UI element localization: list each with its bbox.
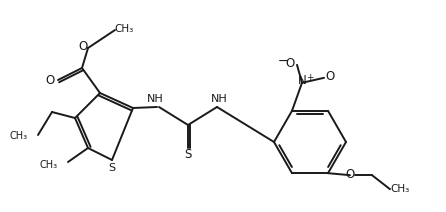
Text: NH: NH [211,94,227,104]
Text: O: O [326,70,334,83]
Text: CH₃: CH₃ [10,131,28,141]
Text: S: S [108,163,116,173]
Text: −: − [278,55,288,68]
Text: O: O [78,39,87,53]
Text: CH₃: CH₃ [40,160,58,170]
Text: O: O [345,168,355,181]
Text: S: S [184,148,192,162]
Text: N: N [297,74,306,87]
Text: +: + [306,73,314,82]
Text: CH₃: CH₃ [390,184,409,194]
Text: NH: NH [147,94,163,104]
Text: CH₃: CH₃ [114,24,134,34]
Text: O: O [45,74,54,86]
Text: O: O [285,57,295,70]
